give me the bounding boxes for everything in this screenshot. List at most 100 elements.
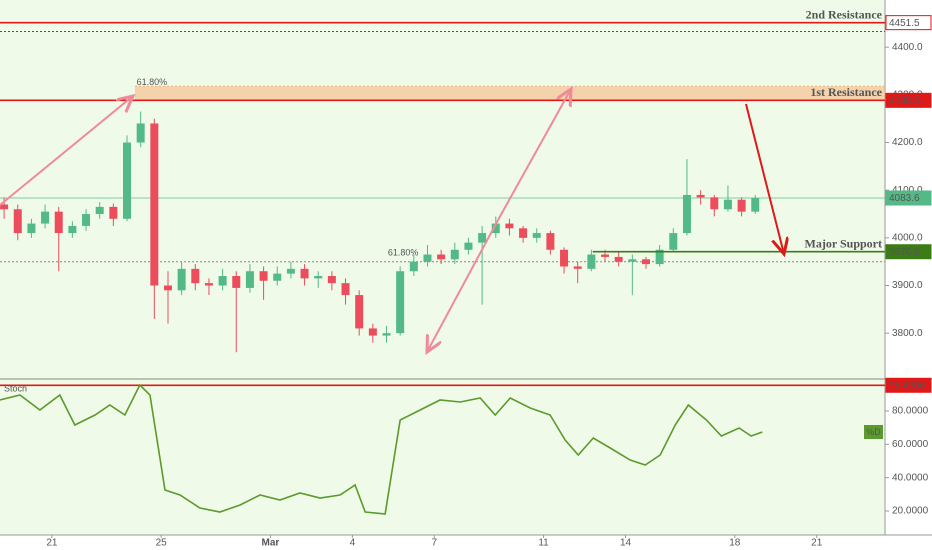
arrow xyxy=(497,89,571,221)
price-tag-label: 4451.5 xyxy=(889,18,920,29)
candle-body xyxy=(573,266,582,269)
y-tick-label: 3800.0 xyxy=(892,328,923,339)
candle-body xyxy=(68,225,77,234)
candle-body xyxy=(505,223,514,229)
candle-body xyxy=(641,259,650,265)
candle-body xyxy=(109,206,118,219)
candle-body xyxy=(450,249,459,260)
y-tick-label: 4200.0 xyxy=(892,137,923,148)
candle-body xyxy=(300,268,309,279)
candle-body xyxy=(601,254,610,257)
candle-body xyxy=(464,242,473,250)
x-tick-label: 7 xyxy=(432,538,438,549)
legend-label: %D xyxy=(866,427,881,437)
candle-body xyxy=(204,283,213,286)
candle-body xyxy=(259,271,268,281)
price-tag-label: 3970.9 xyxy=(889,247,920,258)
candle-body xyxy=(560,249,569,267)
axis-background xyxy=(885,0,932,550)
y-tick-label: 4400.0 xyxy=(892,42,923,53)
candle-body xyxy=(382,333,391,336)
candle-body xyxy=(327,275,336,284)
candle-body xyxy=(41,211,50,224)
price-tag-label: 4083.6 xyxy=(889,193,920,204)
candle-body xyxy=(682,194,691,234)
candle-body xyxy=(751,198,760,212)
level-label: 2nd Resistance xyxy=(806,7,883,21)
candle-body xyxy=(218,275,227,286)
x-tick-label: 21 xyxy=(811,538,823,549)
price-tag xyxy=(885,377,932,393)
fib-label: 61.80% xyxy=(388,247,419,257)
candle-body xyxy=(341,283,350,296)
candle-body xyxy=(710,197,719,210)
legend-tag xyxy=(864,425,883,439)
candle-body xyxy=(82,214,91,226)
y-tick-label: 80.0000 xyxy=(892,406,929,417)
candle-body xyxy=(723,199,732,210)
candle-body xyxy=(396,271,405,334)
candle-body xyxy=(491,223,500,234)
y-tick-label: 60.0000 xyxy=(892,439,929,450)
candle-body xyxy=(286,268,295,274)
level-label: Major Support xyxy=(805,236,882,250)
arrow xyxy=(745,103,784,254)
candle-body xyxy=(409,261,418,272)
arrow xyxy=(0,96,133,206)
x-tick-label: 14 xyxy=(620,538,632,549)
fib-label: 61.80% xyxy=(137,77,168,87)
candle-body xyxy=(355,295,364,329)
x-tick-label: Mar xyxy=(262,538,280,549)
candle-body xyxy=(123,142,132,219)
price-tag xyxy=(885,15,932,31)
candle-body xyxy=(423,254,432,262)
candle-body xyxy=(95,206,104,215)
candle-body xyxy=(368,328,377,336)
candle-body xyxy=(245,271,254,288)
candle-body xyxy=(519,228,528,238)
price-tag xyxy=(885,244,932,260)
arrow xyxy=(427,219,499,352)
candle-body xyxy=(150,123,159,286)
arrows xyxy=(0,89,784,352)
candle-body xyxy=(136,123,145,143)
level-label: 1st Resistance xyxy=(810,85,882,99)
candle-body xyxy=(163,285,172,291)
price-tag-label: 95.4306 xyxy=(889,380,926,391)
candle-body xyxy=(737,199,746,212)
candle-body xyxy=(314,275,323,279)
candle-body xyxy=(546,233,555,250)
candle-body xyxy=(478,233,487,243)
candle-body xyxy=(13,209,22,234)
pane-title: Stoch xyxy=(4,383,27,393)
plot-background xyxy=(0,0,885,535)
candle-body xyxy=(587,254,596,269)
candle-body xyxy=(628,259,637,262)
candle-body xyxy=(669,233,678,250)
x-tick-label: 11 xyxy=(538,538,549,549)
candle-body xyxy=(54,211,63,234)
y-tick-label: 40.0000 xyxy=(892,472,929,483)
candle-body xyxy=(273,273,282,281)
stoch-line xyxy=(0,383,763,515)
x-tick-label: 18 xyxy=(729,538,741,549)
candle-body xyxy=(532,233,541,238)
x-tick-label: 21 xyxy=(46,538,58,549)
candle-body xyxy=(614,256,623,262)
y-tick-label: 3900.0 xyxy=(892,280,923,291)
y-tick-label: 4100.0 xyxy=(892,185,923,196)
price-pane: 61.80% 61.80% 2nd Resistance 1st Resistance… xyxy=(0,7,885,353)
candle-body xyxy=(655,249,664,265)
candle-body xyxy=(27,223,36,234)
candle-body xyxy=(232,275,241,288)
resistance-zone xyxy=(134,86,885,101)
price-tag-label: 4288.5 xyxy=(889,95,920,106)
y-tick-label: 4000.0 xyxy=(892,232,923,243)
x-tick-label: 4 xyxy=(350,538,356,549)
price-tag xyxy=(885,92,932,108)
candle-body xyxy=(0,204,9,210)
y-tick-label: 20.0000 xyxy=(892,506,929,517)
x-tick-label: 25 xyxy=(156,538,168,549)
